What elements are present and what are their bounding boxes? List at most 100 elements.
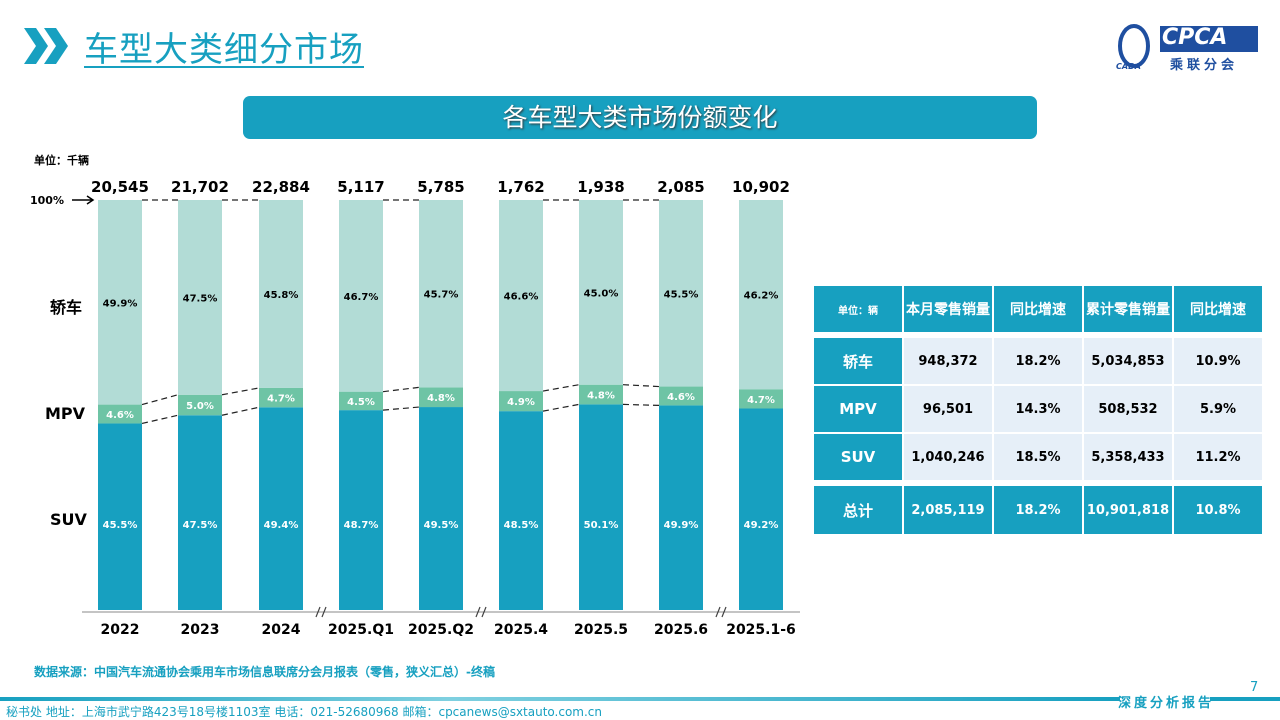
table-unit: 单位：辆 <box>814 286 902 332</box>
cell: 5,034,853 <box>1084 338 1172 384</box>
cell: 5.9% <box>1174 386 1262 432</box>
x-tick-label: 2025.6 <box>654 622 708 638</box>
legend-mpv: MPV <box>45 404 86 423</box>
bar-sedan <box>259 200 303 388</box>
x-tick-label: 2024 <box>262 622 301 638</box>
logo-small: CADA <box>1116 62 1141 71</box>
bar-mpv <box>98 404 142 424</box>
axis-break-icon <box>715 606 727 618</box>
cell: 10.8% <box>1174 486 1262 534</box>
cell: 508,532 <box>1084 386 1172 432</box>
data-label-sedan: 45.5% <box>664 289 699 300</box>
table-row: SUV 1,040,246 18.5% 5,358,433 11.2% <box>814 434 1262 480</box>
chart-banner: 各车型大类市场份额变化 <box>243 96 1037 139</box>
row-label: 总计 <box>814 486 902 534</box>
logo-sub: 乘联分会 <box>1170 58 1239 73</box>
x-tick-label: 2025.5 <box>574 622 628 638</box>
bar-suv <box>339 410 383 610</box>
cell: 10.9% <box>1174 338 1262 384</box>
total-label: 2,085 <box>657 178 704 196</box>
table-total-row: 总计 2,085,119 18.2% 10,901,818 10.8% <box>814 486 1262 534</box>
tagline: 深度分析报告 <box>1118 696 1215 711</box>
bar-mpv <box>659 386 703 406</box>
bar-sedan <box>178 200 222 395</box>
connector-line <box>141 394 179 406</box>
x-tick-label: 2025.Q1 <box>328 622 394 638</box>
footer-divider <box>0 697 1120 701</box>
bar-suv <box>259 407 303 610</box>
connector-line <box>622 403 660 407</box>
data-label-suv: 48.5% <box>504 520 539 531</box>
bar-mpv <box>419 387 463 408</box>
axis-break-icon <box>315 606 327 618</box>
cell: 11.2% <box>1174 434 1262 480</box>
row-label: MPV <box>814 386 902 432</box>
data-label-mpv: 4.7% <box>747 395 775 406</box>
cell: 18.2% <box>994 338 1082 384</box>
cell: 2,085,119 <box>904 486 992 534</box>
data-label-sedan: 46.6% <box>504 292 539 303</box>
table-header: 单位：辆 本月零售销量 同比增速 累计零售销量 同比增速 <box>814 286 1262 332</box>
total-label: 22,884 <box>252 178 310 196</box>
bar-sedan <box>499 200 543 392</box>
data-label-suv: 45.5% <box>103 520 138 531</box>
bar-suv <box>739 408 783 610</box>
data-label-suv: 47.5% <box>183 520 218 531</box>
row-label: 轿车 <box>814 338 902 384</box>
data-label-sedan: 49.9% <box>103 298 138 309</box>
chevron-icon <box>24 28 68 64</box>
cpca-logo: CPCA 乘联分会 CADA <box>1112 20 1262 74</box>
cell: 1,040,246 <box>904 434 992 480</box>
bar-suv <box>499 411 543 610</box>
col-header: 同比增速 <box>994 286 1082 332</box>
cell: 5,358,433 <box>1084 434 1172 480</box>
data-source: 数据来源：中国汽车流通协会乘用车市场信息联席分会月报表（零售，狭义汇总）-终稿 <box>34 665 495 679</box>
bar-mpv <box>259 387 303 408</box>
x-tick-label: 2025.1-6 <box>726 622 796 638</box>
data-label-suv: 49.4% <box>264 520 299 531</box>
legend-suv: SUV <box>50 510 87 529</box>
total-label: 21,702 <box>171 178 229 196</box>
unit-label: 单位：千辆 <box>34 154 89 167</box>
logo-text: CPCA <box>1162 25 1228 50</box>
col-header: 本月零售销量 <box>904 286 992 332</box>
data-label-sedan: 46.2% <box>744 291 779 302</box>
data-label-suv: 49.9% <box>664 520 699 531</box>
connector-line <box>382 406 420 411</box>
x-tick-label: 2023 <box>181 622 220 638</box>
bar-sedan <box>659 200 703 387</box>
connector-line <box>542 384 580 392</box>
bar-sedan <box>339 200 383 392</box>
data-label-sedan: 45.0% <box>584 288 619 299</box>
connector-line <box>622 384 660 388</box>
footer-address: 秘书处 地址：上海市武宁路423号18号楼1103室 电话：021-526809… <box>6 705 603 719</box>
total-label: 5,117 <box>337 178 384 196</box>
data-label-mpv: 4.9% <box>507 397 535 408</box>
bar-suv <box>178 415 222 610</box>
data-label-mpv: 4.5% <box>347 397 375 408</box>
table-row: MPV 96,501 14.3% 508,532 5.9% <box>814 386 1262 432</box>
data-label-mpv: 4.6% <box>667 392 695 403</box>
connector-line <box>221 387 260 396</box>
data-label-mpv: 4.6% <box>106 410 134 421</box>
page-title: 车型大类细分市场 <box>84 30 364 70</box>
total-label: 20,545 <box>91 178 149 196</box>
data-label-sedan: 45.8% <box>264 290 299 301</box>
x-tick-label: 2025.Q2 <box>408 622 474 638</box>
connector-line <box>382 386 420 393</box>
data-label-sedan: 46.7% <box>344 292 379 303</box>
row-label: SUV <box>814 434 902 480</box>
hundred-percent-label: 100% <box>30 194 64 207</box>
total-label: 5,785 <box>417 178 464 196</box>
arrow-icon <box>72 195 95 205</box>
x-tick-label: 2025.4 <box>494 622 548 638</box>
bar-suv <box>579 404 623 610</box>
cell: 948,372 <box>904 338 992 384</box>
bar-sedan <box>98 200 142 405</box>
total-label: 10,902 <box>732 178 790 196</box>
data-label-suv: 49.2% <box>744 520 779 531</box>
stacked-bar-chart: 45.5% 4.6% 49.9% 20,545 2022 47.5% 5.0% 47.5% 21… <box>30 178 800 638</box>
cell: 18.2% <box>994 486 1082 534</box>
cell: 18.5% <box>994 434 1082 480</box>
sales-table: 单位：辆 本月零售销量 同比增速 累计零售销量 同比增速 轿车 948,372 18… <box>812 284 1264 536</box>
